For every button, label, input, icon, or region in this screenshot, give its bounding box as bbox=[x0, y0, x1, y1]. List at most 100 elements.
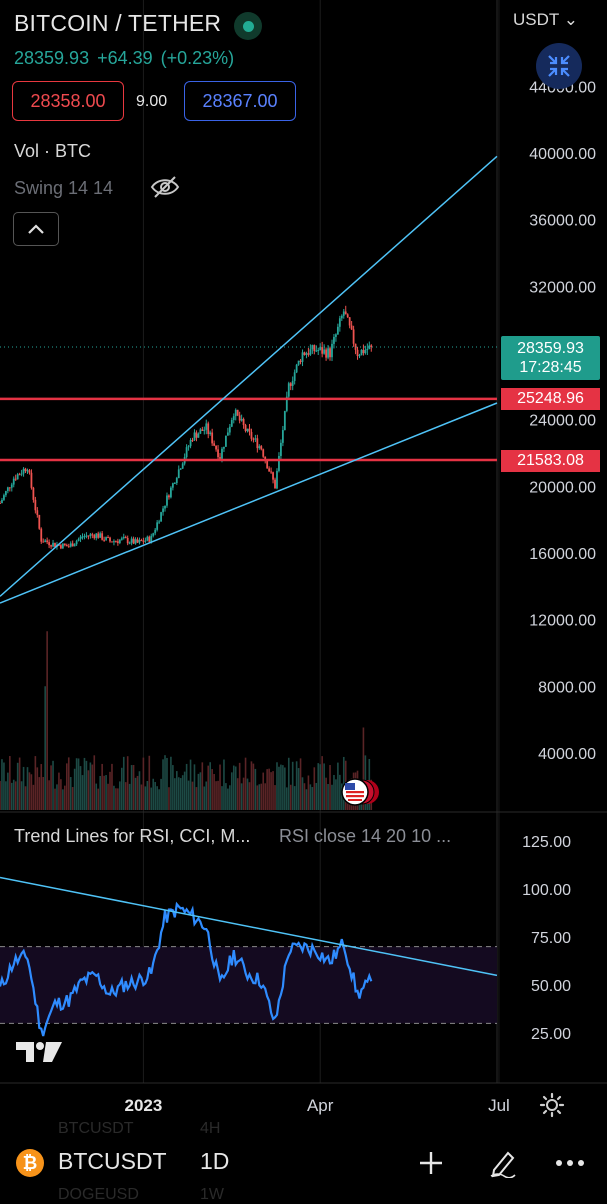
pen-icon[interactable] bbox=[486, 1146, 520, 1180]
candle-body bbox=[4, 491, 7, 496]
candle-body bbox=[52, 542, 54, 547]
grid bbox=[0, 0, 607, 1084]
ghost-symbol: BTCUSDT bbox=[58, 1120, 134, 1137]
candle-body bbox=[340, 315, 343, 319]
sell-button[interactable]: 28358.00 bbox=[12, 81, 124, 121]
volume-bar bbox=[156, 786, 158, 810]
candle-body bbox=[354, 343, 357, 350]
candle-body bbox=[262, 449, 265, 457]
candle-body bbox=[338, 318, 341, 327]
ghost-symbol: DOGEUSD bbox=[58, 1186, 139, 1203]
candle-body bbox=[287, 383, 290, 397]
volume-bar bbox=[284, 767, 286, 810]
symbol-selector[interactable]: BTCUSDT bbox=[58, 1148, 167, 1174]
candle-body bbox=[299, 360, 302, 362]
candle-body bbox=[197, 433, 200, 438]
candle-body bbox=[107, 537, 109, 539]
buy-button[interactable]: 28367.00 bbox=[184, 81, 296, 121]
candle-body bbox=[305, 353, 308, 355]
volume-bar bbox=[256, 785, 259, 810]
candle-body bbox=[111, 541, 113, 543]
eye-off-icon[interactable] bbox=[150, 175, 180, 204]
volume-bar bbox=[16, 762, 19, 810]
candle-body bbox=[152, 533, 155, 536]
volume-bar bbox=[32, 784, 35, 810]
candle-body bbox=[181, 463, 184, 469]
candle-body bbox=[336, 326, 339, 335]
gear-icon[interactable] bbox=[539, 1092, 565, 1123]
candle-body bbox=[162, 508, 164, 513]
candle-body bbox=[201, 429, 204, 431]
support-level-tag[interactable]: 21583.08 bbox=[501, 450, 600, 472]
candle-body bbox=[205, 423, 208, 430]
candle-body bbox=[6, 487, 9, 492]
volume-bar bbox=[199, 772, 202, 810]
volume-bar bbox=[280, 764, 282, 810]
volume-bar bbox=[362, 727, 365, 810]
candle-body bbox=[44, 540, 47, 543]
candle-body bbox=[42, 541, 45, 543]
candle-body bbox=[256, 438, 259, 449]
more-icon[interactable] bbox=[553, 1146, 587, 1180]
candle-body bbox=[274, 479, 276, 489]
candle-body bbox=[185, 447, 188, 458]
symbol-title[interactable]: BITCOIN / TETHER bbox=[14, 10, 222, 36]
us-flag-event-icon[interactable] bbox=[340, 776, 382, 813]
volume-bar bbox=[191, 781, 194, 810]
plus-icon[interactable] bbox=[414, 1146, 448, 1180]
volume-bar bbox=[274, 785, 276, 810]
candle-body bbox=[295, 364, 298, 373]
volume-bar bbox=[111, 763, 113, 810]
candle-body bbox=[34, 499, 37, 511]
currency-label: USDT bbox=[513, 10, 559, 29]
indicator-title[interactable]: Trend Lines for RSI, CCI, M... bbox=[14, 826, 251, 846]
rsi-pane bbox=[0, 876, 498, 1037]
collapse-legend-button[interactable] bbox=[13, 212, 59, 246]
volume-bar bbox=[185, 763, 188, 810]
chart-area[interactable]: 44000.0040000.0036000.0032000.0024000.00… bbox=[0, 0, 607, 1135]
volume-bar bbox=[231, 772, 233, 810]
volume-bar bbox=[335, 779, 337, 810]
candle-body bbox=[48, 542, 51, 546]
price-tick-label: 12000.00 bbox=[529, 613, 596, 630]
interval-selector[interactable]: 1D bbox=[200, 1148, 230, 1174]
volume-bar bbox=[232, 765, 235, 810]
volume-bar bbox=[160, 778, 162, 810]
volume-bar bbox=[286, 787, 288, 810]
candle-body bbox=[77, 538, 80, 542]
trendline-upper bbox=[0, 155, 498, 597]
collapse-arrows-icon[interactable] bbox=[536, 43, 582, 89]
candle-body bbox=[344, 311, 347, 315]
time-axis: 2023 Apr Jul bbox=[124, 1096, 509, 1115]
candle-body bbox=[203, 429, 206, 431]
candle-body bbox=[71, 543, 74, 547]
volume-bar bbox=[113, 785, 115, 810]
volume-indicator-label[interactable]: Vol · BTC bbox=[14, 141, 92, 161]
volume-bar bbox=[81, 775, 84, 810]
candle-body bbox=[168, 495, 170, 498]
candle-body bbox=[124, 536, 127, 539]
currency-selector[interactable]: USDT ⌄ bbox=[513, 10, 578, 30]
candle-body bbox=[134, 539, 137, 544]
volume-bar bbox=[150, 787, 153, 810]
volume-bar bbox=[22, 766, 25, 810]
volume-bar bbox=[152, 778, 155, 810]
volume-bar bbox=[79, 766, 82, 810]
volume-bar bbox=[276, 762, 278, 810]
time-tick-label: Jul bbox=[488, 1096, 510, 1115]
volume-bar bbox=[115, 788, 117, 810]
swing-indicator-label[interactable]: Swing 14 14 bbox=[14, 178, 114, 198]
candle-body bbox=[3, 495, 5, 500]
volume-bar bbox=[307, 775, 310, 810]
volume-bar bbox=[341, 783, 343, 810]
volume-bar bbox=[317, 763, 320, 810]
candle-body bbox=[258, 446, 261, 449]
candle-body bbox=[38, 514, 41, 529]
volume-bar bbox=[75, 758, 78, 810]
volume-bar bbox=[105, 775, 107, 810]
volume-bar bbox=[325, 777, 327, 810]
volume-bar bbox=[168, 787, 170, 810]
indicator-params[interactable]: RSI close 14 20 10 ... bbox=[279, 826, 452, 846]
volume-bar bbox=[193, 764, 196, 810]
resistance-level-tag[interactable]: 25248.96 bbox=[501, 388, 600, 410]
